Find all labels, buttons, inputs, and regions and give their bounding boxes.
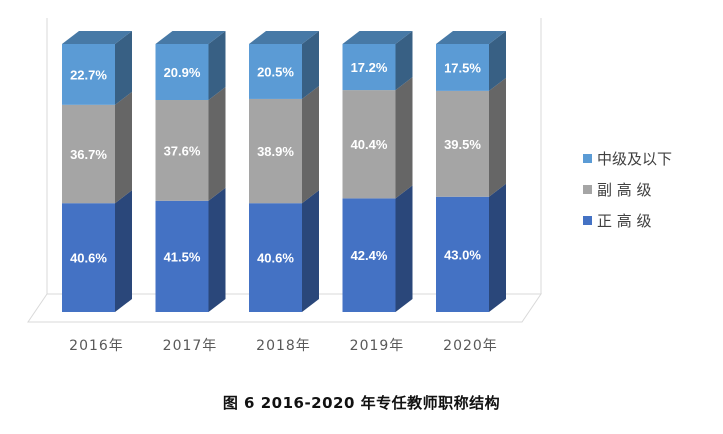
bar-front-series-1-2016年	[62, 104, 115, 204]
data-label-series-2-2020年: 17.5%	[444, 60, 481, 75]
bar-side-series-1-2017年	[208, 87, 226, 201]
bar-side-series-1-2019年	[395, 77, 413, 199]
legend-item-2: 正 高 级	[583, 205, 672, 236]
bar-side-series-2-2020年	[489, 31, 506, 91]
legend-label: 正 高 级	[597, 212, 652, 230]
bar-top-2020年	[436, 31, 506, 44]
bar-front-series-2-2016年	[62, 44, 115, 105]
data-label-series-1-2020年: 39.5%	[444, 137, 481, 152]
bar-side-series-1-2020年	[489, 77, 506, 197]
x-tick-label-2018年: 2018年	[256, 338, 311, 354]
data-label-series-0-2020年: 43.0%	[444, 247, 481, 262]
data-label-series-2-2017年: 20.9%	[164, 65, 201, 80]
bar-side-series-0-2020年	[489, 183, 506, 312]
x-tick-label-2017年: 2017年	[163, 338, 218, 354]
bar-top-2018年	[249, 31, 319, 44]
data-label-series-0-2016年: 40.6%	[70, 251, 107, 266]
x-tick-label-2016年: 2016年	[69, 338, 124, 354]
data-label-series-2-2016年: 22.7%	[70, 67, 107, 82]
chart-legend: 中级及以下副 高 级正 高 级	[583, 143, 672, 236]
bar-top-2017年	[155, 31, 226, 44]
bar-side-series-2-2019年	[395, 31, 413, 91]
bar-front-series-1-2019年	[342, 90, 396, 199]
bar-side-series-0-2018年	[302, 190, 319, 312]
legend-swatch	[583, 216, 592, 225]
bar-front-series-0-2020年	[436, 196, 489, 312]
data-label-series-0-2017年: 41.5%	[164, 249, 201, 264]
bar-side-series-1-2018年	[302, 85, 319, 204]
data-label-series-1-2018年: 38.9%	[257, 144, 294, 159]
bar-side-series-0-2019年	[395, 185, 413, 312]
data-label-series-2-2019年: 17.2%	[351, 60, 388, 75]
data-label-series-2-2018年: 20.5%	[257, 64, 294, 79]
bar-front-series-0-2019年	[342, 198, 396, 312]
bar-side-series-2-2018年	[302, 31, 319, 99]
bar-front-series-0-2017年	[155, 200, 209, 312]
bar-front-series-0-2016年	[62, 203, 115, 312]
bar-front-series-2-2018年	[249, 44, 302, 99]
x-tick-label-2019年: 2019年	[350, 338, 405, 354]
bar-top-2019年	[342, 31, 413, 44]
bar-side-series-2-2017年	[208, 31, 226, 101]
bar-top-2016年	[62, 31, 132, 44]
legend-item-1: 副 高 级	[583, 174, 672, 205]
bar-front-series-2-2019年	[342, 44, 396, 91]
figure-caption: 图 6 2016-2020 年专任教师职称结构	[222, 394, 501, 412]
bar-front-series-2-2017年	[155, 44, 209, 101]
legend-label: 中级及以下	[597, 150, 673, 168]
legend-label: 副 高 级	[597, 181, 652, 199]
bar-side-series-1-2016年	[115, 91, 132, 204]
bar-front-series-0-2018年	[249, 203, 302, 312]
data-label-series-0-2019年: 42.4%	[351, 248, 388, 263]
bar-side-series-0-2016年	[115, 190, 132, 312]
bar-front-series-1-2018年	[249, 98, 302, 204]
x-tick-label-2020年: 2020年	[443, 338, 498, 354]
data-label-series-1-2017年: 37.6%	[164, 143, 201, 158]
bar-front-series-2-2020年	[436, 44, 489, 91]
data-label-series-1-2019年: 40.4%	[351, 137, 388, 152]
bar-side-series-0-2017年	[208, 187, 226, 312]
bar-front-series-1-2017年	[155, 100, 209, 201]
bar-front-series-1-2020年	[436, 90, 489, 197]
data-label-series-0-2018年: 40.6%	[257, 251, 294, 266]
legend-swatch	[583, 185, 592, 194]
legend-swatch	[583, 154, 592, 163]
legend-item-0: 中级及以下	[583, 143, 672, 174]
data-label-series-1-2016年: 36.7%	[70, 147, 107, 162]
bar-side-series-2-2016年	[115, 31, 132, 105]
